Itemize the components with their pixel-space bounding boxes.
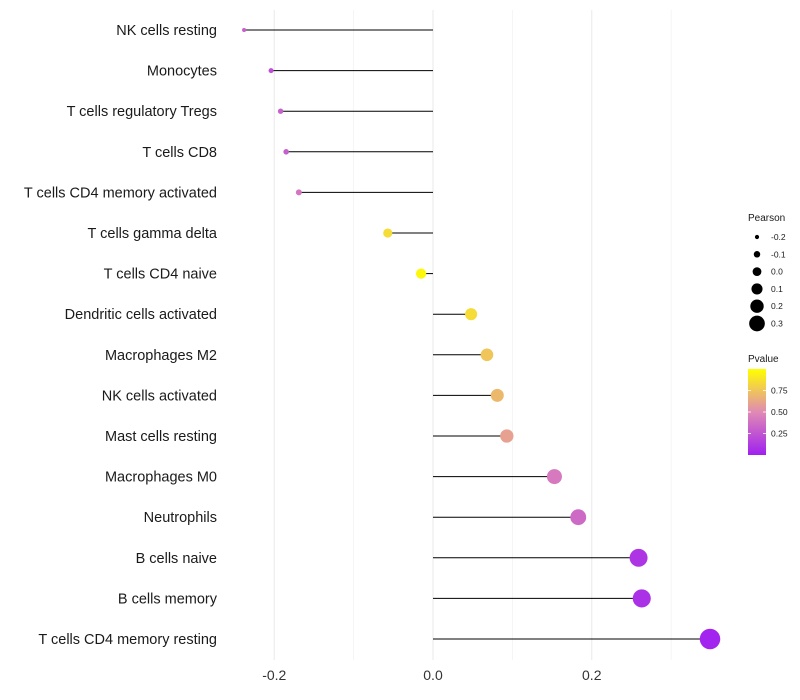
legend-size-label: 0.0 <box>771 267 783 277</box>
x-tick-label: 0.2 <box>582 667 602 683</box>
category-label: NK cells resting <box>116 23 217 39</box>
colorbar-tick-label: 0.25 <box>771 429 788 439</box>
category-label: Macrophages M2 <box>105 348 217 364</box>
lollipop-point <box>490 388 504 402</box>
legend-title-pvalue: Pvalue <box>748 354 779 365</box>
lollipop-point <box>277 108 284 114</box>
legend-title-pearson: Pearson <box>748 213 785 224</box>
gridlines <box>273 10 672 660</box>
legend-size-key <box>750 299 764 313</box>
lollipop-point <box>546 469 562 485</box>
lollipop-point <box>632 589 651 608</box>
lollipop-points <box>242 27 721 650</box>
legend-size-key <box>753 251 761 258</box>
category-label: T cells gamma delta <box>88 226 218 242</box>
pvalue-colorbar <box>748 369 766 455</box>
lollipop-point <box>465 308 478 321</box>
category-label: Macrophages M0 <box>105 470 217 486</box>
lollipop-point <box>570 509 587 526</box>
category-label: Mast cells resting <box>105 429 217 445</box>
category-label: T cells regulatory Tregs <box>67 104 217 120</box>
legend-size-label: 0.2 <box>771 301 783 311</box>
lollipop-point <box>242 27 247 33</box>
lollipop-point <box>500 429 514 443</box>
category-labels: NK cells resting Monocytes T cells regulat… <box>24 23 218 648</box>
category-label: Neutrophils <box>144 510 217 526</box>
legend-size-key <box>754 234 760 240</box>
pvalue-color-legend: Pvalue 0.75 0.50 0.25 <box>748 354 788 455</box>
category-label: T cells CD4 memory activated <box>24 185 217 201</box>
legend-size-key <box>751 283 763 295</box>
colorbar-tick-label: 0.50 <box>771 407 788 417</box>
lollipop-point <box>699 628 721 650</box>
legend-size-label: -0.1 <box>771 249 786 259</box>
category-label: B cells memory <box>118 591 218 607</box>
x-tick-label: -0.2 <box>262 667 286 683</box>
category-label: Monocytes <box>147 64 217 80</box>
category-label: T cells CD4 memory resting <box>38 632 217 648</box>
pearson-size-legend: Pearson -0.2 -0.1 0.0 0.1 0.2 0.3 <box>748 213 786 332</box>
category-label: T cells CD4 naive <box>104 267 217 283</box>
lollipop-point <box>415 268 427 279</box>
colorbar-tick-label: 0.75 <box>771 386 788 396</box>
category-label: B cells naive <box>136 551 217 567</box>
lollipop-point <box>295 189 302 196</box>
category-label: Dendritic cells activated <box>65 307 217 323</box>
lollipop-stems <box>244 29 711 640</box>
lollipop-point <box>283 149 289 155</box>
x-tick-label: 0.0 <box>423 667 443 683</box>
lollipop-point <box>629 548 648 567</box>
lollipop-point <box>383 228 393 238</box>
lollipop-point <box>480 348 494 362</box>
legend-size-label: -0.2 <box>771 232 786 242</box>
legend-size-key <box>749 315 765 332</box>
legend-size-key <box>752 267 762 276</box>
legend-size-label: 0.1 <box>771 284 783 294</box>
x-axis-ticks: -0.2 0.0 0.2 <box>262 667 602 683</box>
legend-size-label: 0.3 <box>771 319 783 329</box>
category-label: NK cells activated <box>102 388 217 404</box>
lollipop-point <box>268 68 274 74</box>
category-label: T cells CD8 <box>142 145 217 161</box>
